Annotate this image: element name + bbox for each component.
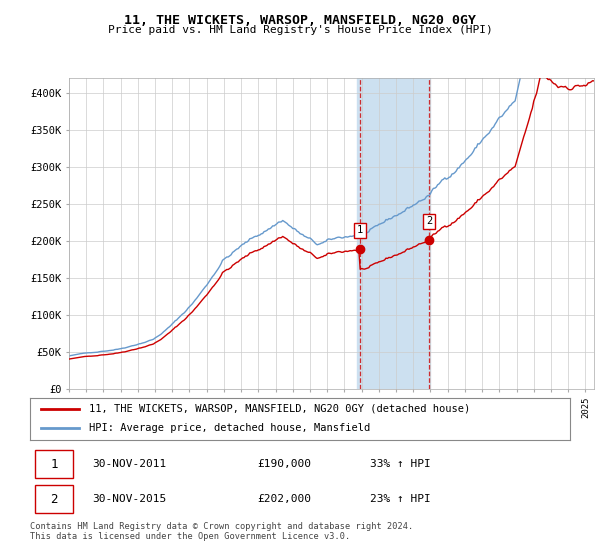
Text: 33% ↑ HPI: 33% ↑ HPI xyxy=(370,459,431,469)
Text: 2: 2 xyxy=(50,493,58,506)
Text: £202,000: £202,000 xyxy=(257,494,311,504)
Text: Contains HM Land Registry data © Crown copyright and database right 2024.
This d: Contains HM Land Registry data © Crown c… xyxy=(30,522,413,542)
Text: 11, THE WICKETS, WARSOP, MANSFIELD, NG20 0GY (detached house): 11, THE WICKETS, WARSOP, MANSFIELD, NG20… xyxy=(89,404,470,414)
Text: 11, THE WICKETS, WARSOP, MANSFIELD, NG20 0GY: 11, THE WICKETS, WARSOP, MANSFIELD, NG20… xyxy=(124,14,476,27)
Bar xyxy=(35,450,73,478)
Text: 23% ↑ HPI: 23% ↑ HPI xyxy=(370,494,431,504)
Text: HPI: Average price, detached house, Mansfield: HPI: Average price, detached house, Mans… xyxy=(89,423,371,433)
Bar xyxy=(358,78,430,389)
Text: £190,000: £190,000 xyxy=(257,459,311,469)
Bar xyxy=(35,485,73,513)
Text: 1: 1 xyxy=(357,225,364,235)
Text: 30-NOV-2015: 30-NOV-2015 xyxy=(92,494,166,504)
Text: 2: 2 xyxy=(426,216,432,226)
Text: 30-NOV-2011: 30-NOV-2011 xyxy=(92,459,166,469)
Text: 1: 1 xyxy=(50,458,58,470)
Text: Price paid vs. HM Land Registry's House Price Index (HPI): Price paid vs. HM Land Registry's House … xyxy=(107,25,493,35)
